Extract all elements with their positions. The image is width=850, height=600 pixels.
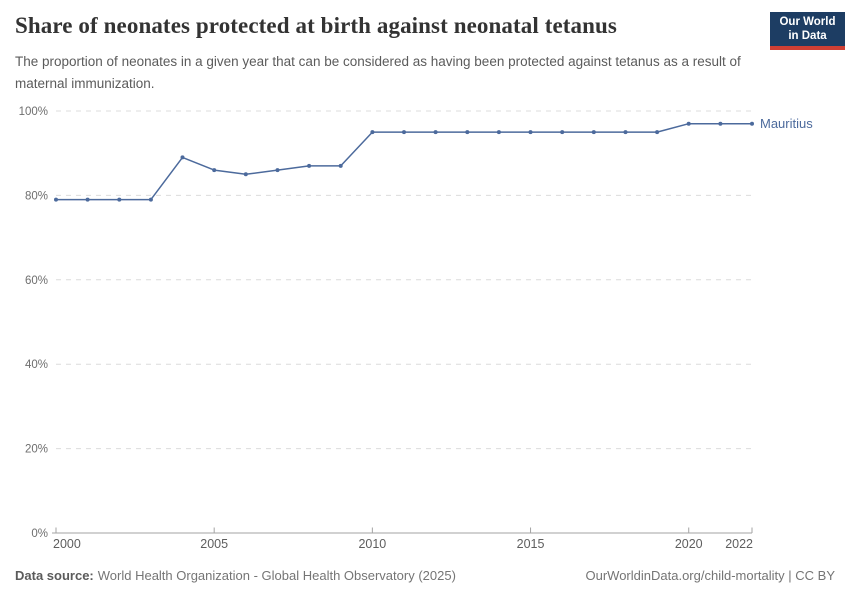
credit-link[interactable]: OurWorldinData.org/child-mortality | CC … — [585, 568, 836, 583]
data-point-2009[interactable] — [338, 163, 343, 168]
x-tick-label-2022: 2022 — [725, 537, 753, 551]
data-point-2011[interactable] — [402, 130, 406, 135]
data-point-2015[interactable] — [528, 130, 533, 135]
series-line-mauritius — [55, 122, 753, 201]
data-point-2022[interactable] — [750, 121, 754, 126]
data-point-2002[interactable] — [117, 197, 122, 202]
data-point-2007[interactable] — [275, 168, 280, 173]
y-tick-label-80: 80% — [25, 190, 48, 202]
data-point-2013[interactable] — [465, 130, 470, 135]
x-tick-label-2005: 2005 — [200, 537, 228, 551]
chart-title: Share of neonates protected at birth aga… — [15, 13, 617, 38]
data-point-2017[interactable] — [591, 130, 596, 135]
data-point-2001[interactable] — [85, 197, 90, 202]
data-point-2004[interactable] — [180, 155, 185, 160]
y-tick-label-100: 100% — [19, 106, 48, 118]
data-point-2012[interactable] — [433, 130, 438, 135]
series-label-mauritius[interactable]: Mauritius — [760, 116, 813, 131]
logo-line2: in Data — [788, 30, 827, 42]
y-tick-label-0: 0% — [31, 528, 48, 540]
x-tick-label-2000: 2000 — [53, 537, 81, 551]
x-tick-label-2010: 2010 — [358, 537, 386, 551]
y-tick-label-60: 60% — [25, 275, 48, 287]
data-source-note: Data source: World Health Organization - … — [15, 568, 456, 583]
data-point-2019[interactable] — [655, 130, 660, 135]
logo-line1: Our World — [779, 15, 836, 28]
data-source-label: Data source: — [15, 568, 94, 583]
data-point-2000[interactable] — [54, 197, 58, 202]
x-tick-label-2015: 2015 — [517, 537, 545, 551]
data-point-2018[interactable] — [623, 130, 628, 135]
x-tick-label-2020: 2020 — [675, 537, 703, 551]
data-point-2014[interactable] — [496, 130, 501, 135]
data-point-2008[interactable] — [307, 163, 312, 168]
data-point-2020[interactable] — [686, 121, 691, 126]
owid-logo: Our World in Data — [770, 12, 845, 50]
data-point-2021[interactable] — [718, 121, 723, 126]
data-point-2016[interactable] — [560, 130, 565, 135]
data-point-2005[interactable] — [212, 168, 217, 173]
y-tick-label-40: 40% — [25, 359, 48, 371]
data-point-2003[interactable] — [148, 197, 153, 202]
y-tick-label-20: 20% — [25, 444, 48, 456]
data-point-2010[interactable] — [370, 130, 375, 135]
data-source-value: World Health Organization - Global Healt… — [97, 568, 456, 583]
data-point-2006[interactable] — [243, 172, 248, 177]
chart-subtitle: The proportion of neonates in a given ye… — [15, 54, 741, 91]
